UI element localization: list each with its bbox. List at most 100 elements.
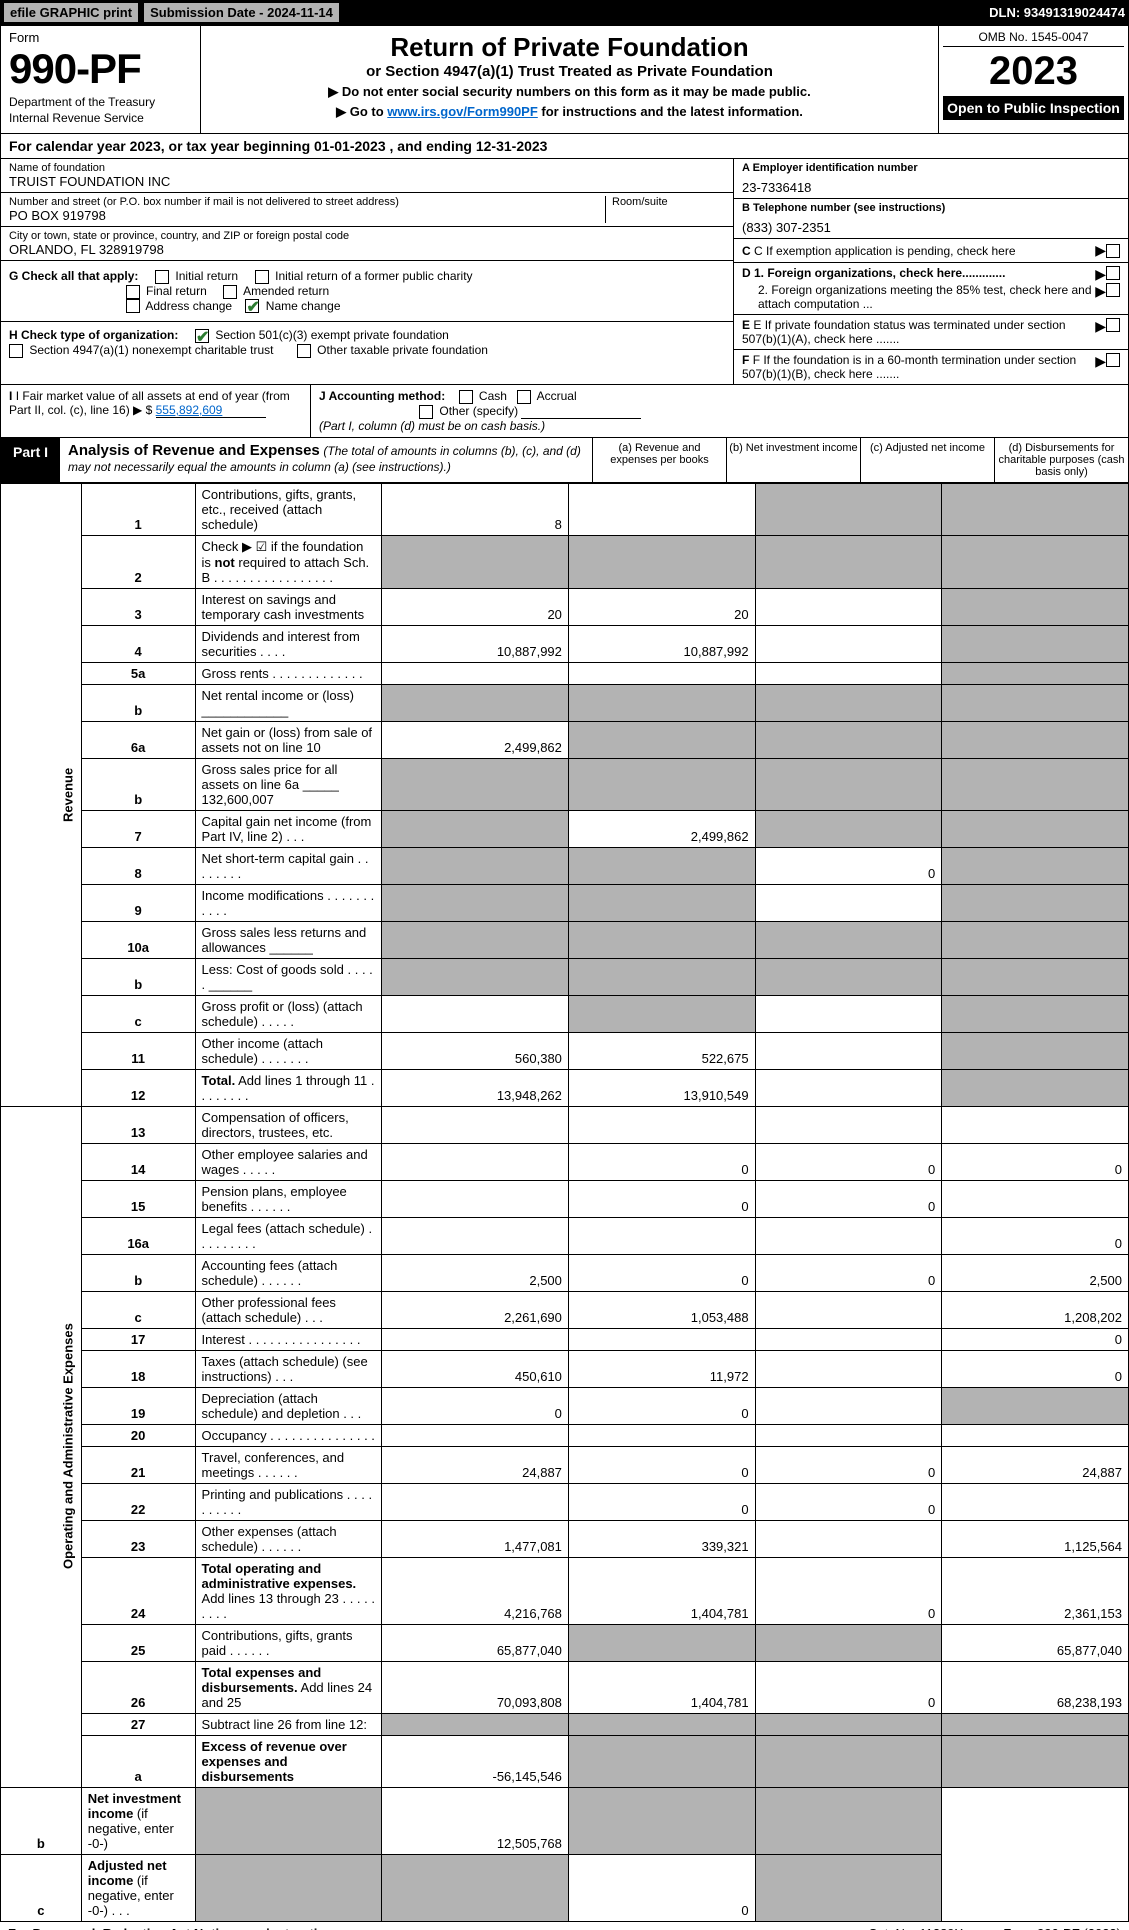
exemption-pending-check[interactable] [1106,244,1120,258]
cell-value [755,1387,942,1424]
cell-value: 0 [942,1350,1129,1387]
i-j-row: I I Fair market value of all assets at e… [0,385,1129,438]
table-row: 19Depreciation (attach schedule) and dep… [1,1387,1129,1424]
cell-gray [942,1713,1129,1735]
cell-gray [942,884,1129,921]
line-desc: Gross rents . . . . . . . . . . . . . [195,662,382,684]
cell-value [755,884,942,921]
cell-value: 450,610 [382,1350,569,1387]
cell-value [755,662,942,684]
col-a-head: (a) Revenue and expenses per books [592,438,726,482]
line-desc: Gross sales price for all assets on line… [195,758,382,810]
table-row: 20Occupancy . . . . . . . . . . . . . . … [1,1424,1129,1446]
address-row: Number and street (or P.O. box number if… [1,193,733,227]
cell-value [755,588,942,625]
line-num: 11 [81,1032,195,1069]
table-row: 3Interest on savings and temporary cash … [1,588,1129,625]
header-center: Return of Private Foundation or Section … [201,26,938,133]
line-num: 24 [81,1557,195,1624]
phone: (833) 307-2351 [742,214,1120,235]
cash-check[interactable] [459,390,473,404]
85pct-check[interactable] [1106,283,1120,297]
cell-gray [382,684,569,721]
cell-gray [942,588,1129,625]
cell-gray [568,535,755,588]
cell-gray [942,810,1129,847]
4947-check[interactable] [9,344,23,358]
cell-value: 13,948,262 [382,1069,569,1106]
form-number: 990-PF [9,45,192,93]
accrual-check[interactable] [517,390,531,404]
foundation-name: TRUIST FOUNDATION INC [9,174,725,189]
final-return-check[interactable] [126,285,140,299]
line-desc: Income modifications . . . . . . . . . .… [195,884,382,921]
other-method-check[interactable] [419,405,433,419]
line-num: c [81,1291,195,1328]
line-num: 27 [81,1713,195,1735]
calendar-year: For calendar year 2023, or tax year begi… [0,134,1129,159]
cell-gray [942,758,1129,810]
cell-value: 2,361,153 [942,1557,1129,1624]
cell-value: 10,887,992 [568,625,755,662]
cell-gray [942,483,1129,535]
cell-gray [942,1387,1129,1424]
cell-gray [942,995,1129,1032]
initial-return-check[interactable] [155,270,169,284]
cell-value: 0 [568,1143,755,1180]
line-desc: Total expenses and disbursements. Add li… [195,1661,382,1713]
other-taxable-check[interactable] [297,344,311,358]
cell-value: 0 [755,1143,942,1180]
table-row: 21Travel, conferences, and meetings . . … [1,1446,1129,1483]
foreign-org-check[interactable] [1106,266,1120,280]
line-desc: Total. Add lines 1 through 11 . . . . . … [195,1069,382,1106]
part1-label: Part I [1,438,60,482]
cell-value: 0 [568,1180,755,1217]
name-change-check[interactable] [245,299,259,313]
cell-gray [942,847,1129,884]
60month-check[interactable] [1106,353,1120,367]
amended-return-check[interactable] [223,285,237,299]
table-row: Revenue1Contributions, gifts, grants, et… [1,483,1129,535]
expenses-side-label: Operating and Administrative Expenses [1,1106,82,1787]
g-check-row: G Check all that apply: Initial return I… [1,261,733,322]
line-num: 2 [81,535,195,588]
cell-gray [755,921,942,958]
cell-value: 1,404,781 [568,1557,755,1624]
cell-value: 68,238,193 [942,1661,1129,1713]
cell-value [755,1424,942,1446]
omb-number: OMB No. 1545-0047 [943,28,1124,47]
line-desc: Other income (attach schedule) . . . . .… [195,1032,382,1069]
cell-gray [755,1713,942,1735]
col-c-head: (c) Adjusted net income [860,438,994,482]
cell-value: 0 [755,1557,942,1624]
cell-value: 0 [942,1143,1129,1180]
irs-link[interactable]: www.irs.gov/Form990PF [387,104,538,119]
cell-gray [942,958,1129,995]
table-row: bLess: Cost of goods sold . . . . . ____… [1,958,1129,995]
initial-former-check[interactable] [255,270,269,284]
fmv-assets[interactable]: 555,892,609 [156,403,266,418]
efile-badge: efile GRAPHIC print [4,3,138,22]
cell-value: 70,093,808 [382,1661,569,1713]
line-num: 6a [81,721,195,758]
cell-gray [195,1854,382,1921]
table-row: 14Other employee salaries and wages . . … [1,1143,1129,1180]
line-num: b [81,958,195,995]
cell-gray [382,1854,569,1921]
cell-value: 20 [568,588,755,625]
cell-value [755,1217,942,1254]
table-row: 6aNet gain or (loss) from sale of assets… [1,721,1129,758]
terminated-check[interactable] [1106,318,1120,332]
cell-gray [382,847,569,884]
cell-gray [568,995,755,1032]
line-num: 9 [81,884,195,921]
line-desc: Taxes (attach schedule) (see instruction… [195,1350,382,1387]
501c3-check[interactable] [195,329,209,343]
line-desc: Check ▶ ☑ if the foundation is not requi… [195,535,382,588]
address: PO BOX 919798 [9,208,605,223]
cell-gray [942,662,1129,684]
table-row: aExcess of revenue over expenses and dis… [1,1735,1129,1787]
page-footer: For Paperwork Reduction Act Notice, see … [0,1922,1129,1930]
cell-value: 0 [942,1217,1129,1254]
address-change-check[interactable] [126,299,140,313]
